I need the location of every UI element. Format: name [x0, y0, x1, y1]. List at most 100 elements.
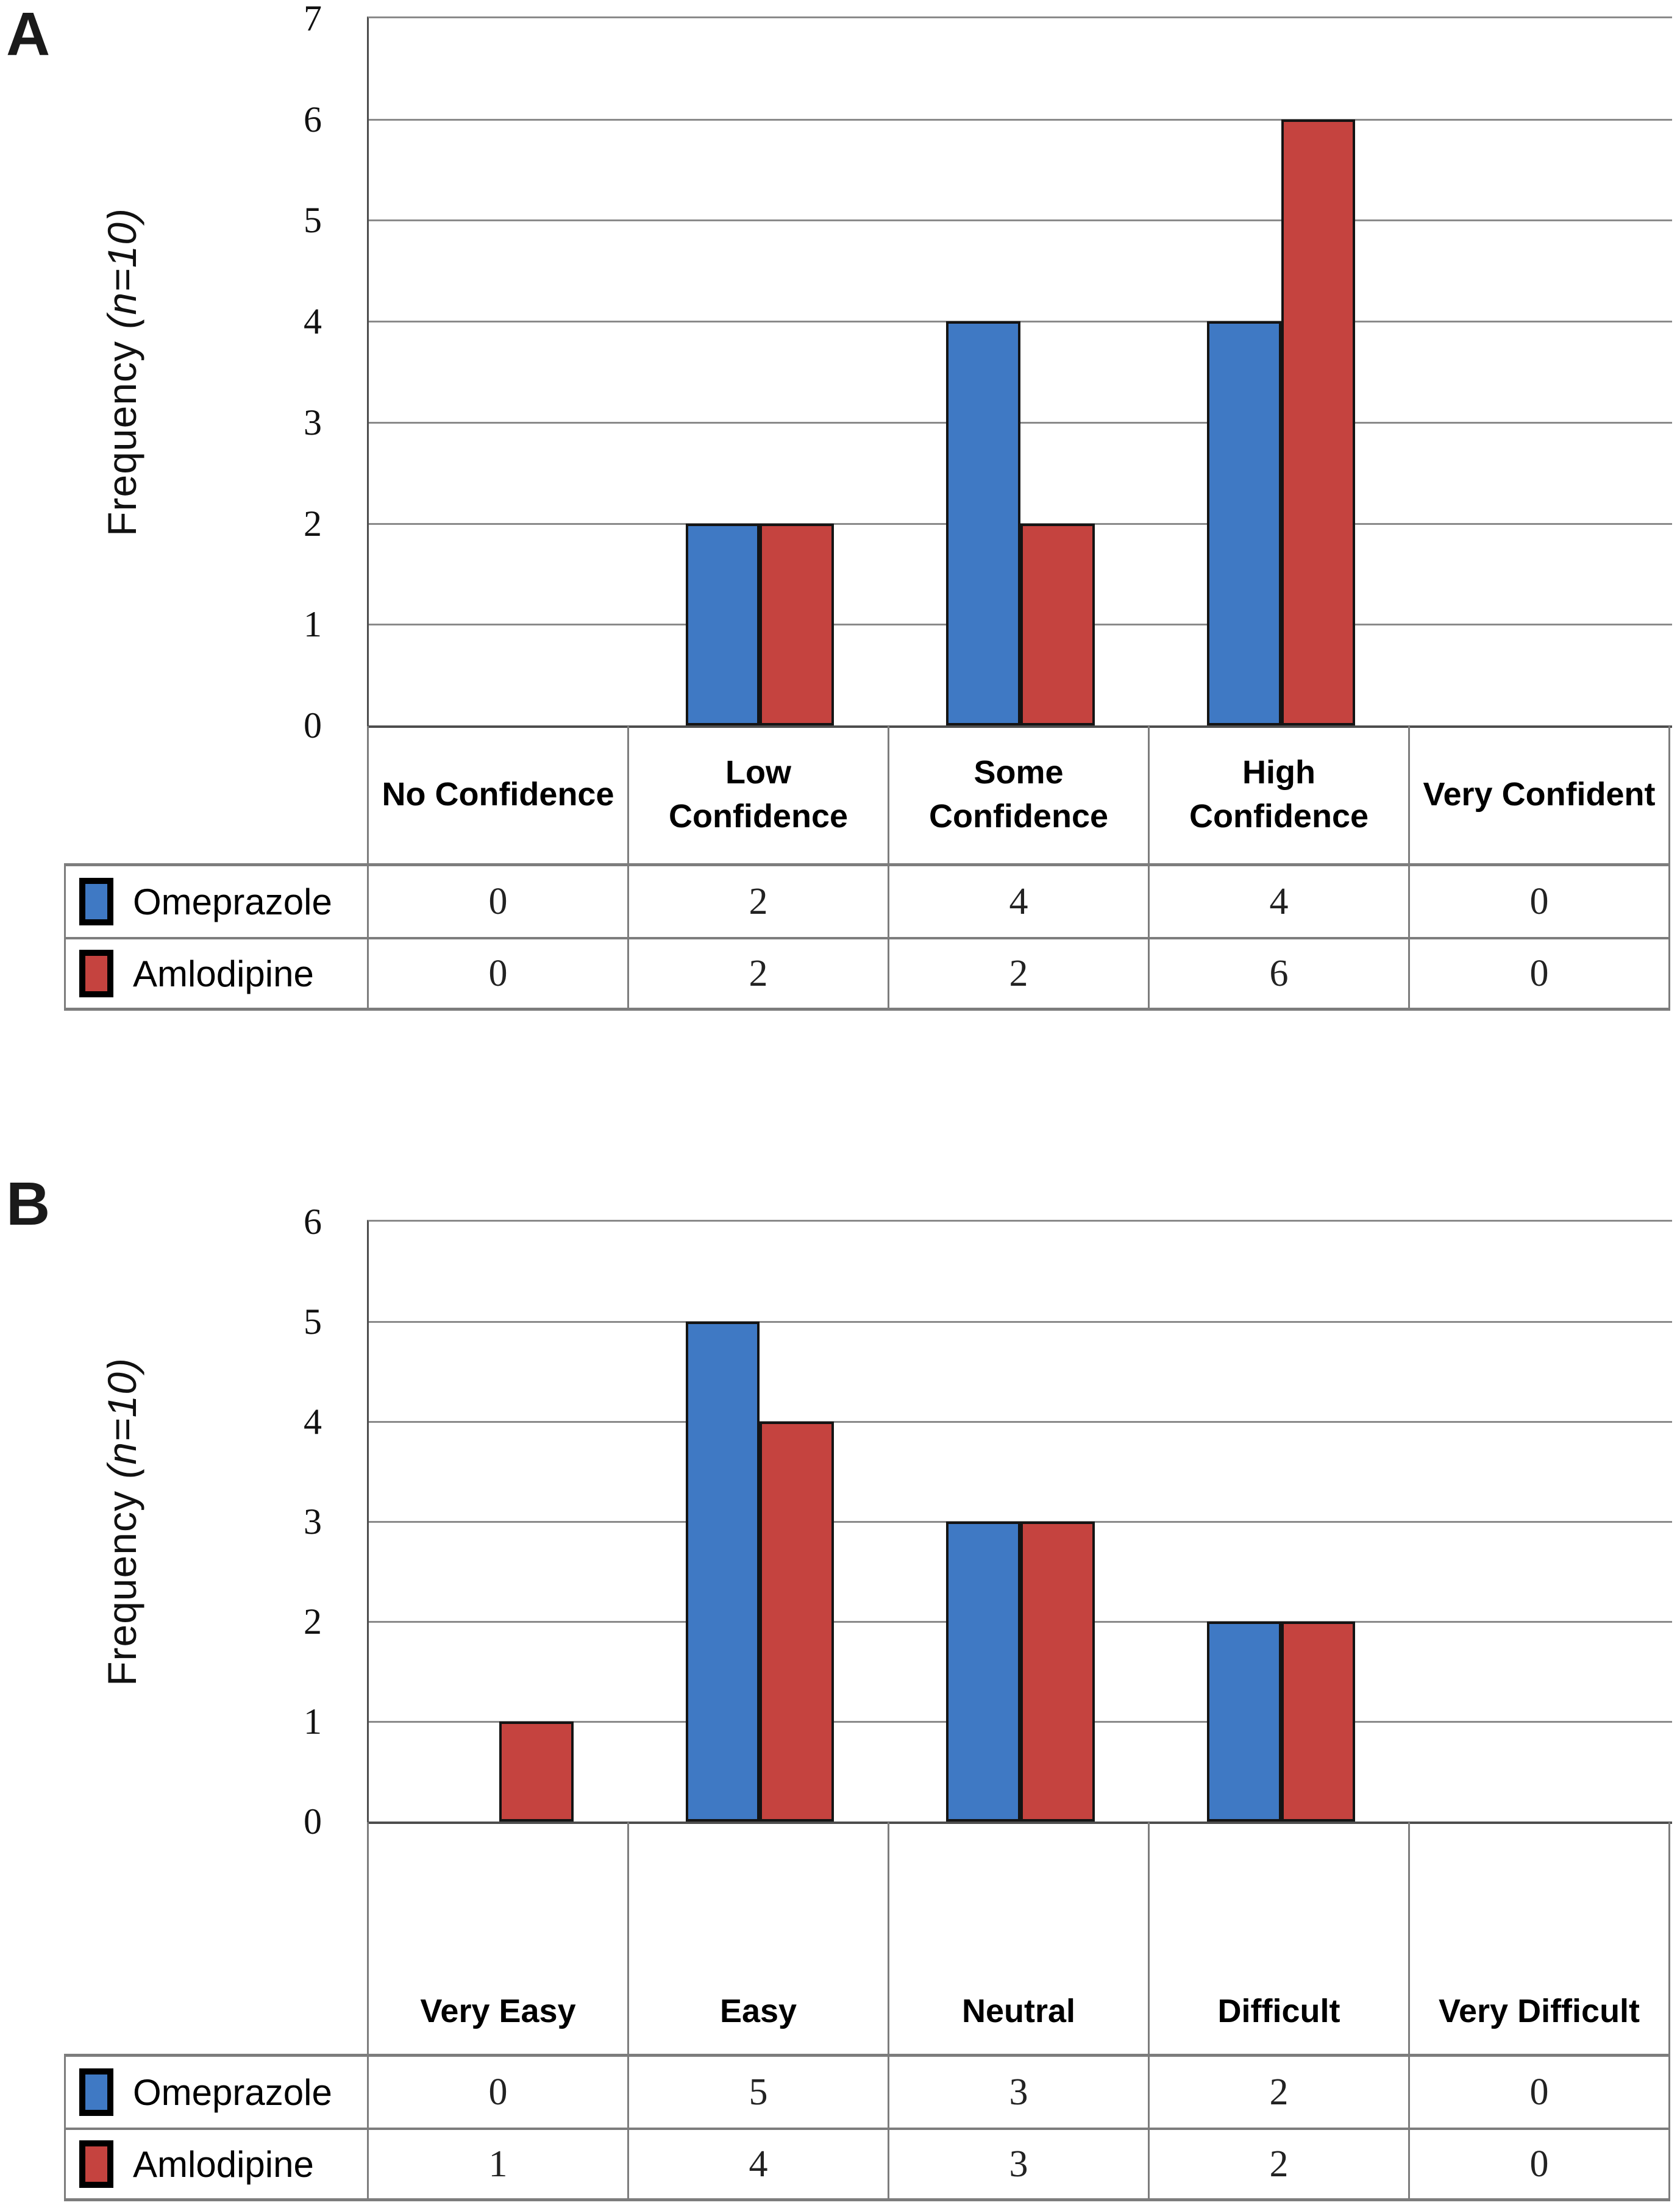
- value-omeprazole-difficult: 2: [1150, 2057, 1410, 2128]
- table-row-omeprazole: Omeprazole 0 5 3 2 0: [66, 2057, 1668, 2128]
- value-amlodipine-some-confidence: 2: [889, 939, 1150, 1008]
- y-tick-4: 4: [304, 1401, 322, 1442]
- category-cell-neutral: Neutral: [889, 1822, 1150, 2054]
- value-omeprazole-very-confident: 0: [1529, 880, 1549, 922]
- y-tick-4: 4: [304, 301, 322, 342]
- category-label: High Confidence: [1189, 754, 1369, 835]
- category-label: No Confidence: [382, 775, 614, 813]
- y-tick-1: 1: [304, 604, 322, 645]
- value-amlodipine-no-confidence: 0: [369, 939, 629, 1008]
- value-amlodipine-difficult: 2: [1150, 2130, 1410, 2198]
- y-axis-title: Frequency (n=10): [99, 1358, 145, 1686]
- value-omeprazole-easy: 5: [629, 2057, 889, 2128]
- y-tick-5: 5: [304, 1302, 322, 1342]
- category-cell-very-easy: Very Easy: [369, 1822, 629, 2054]
- gridline-5: [369, 219, 1672, 222]
- y-tick-3: 3: [304, 402, 322, 443]
- bar-amlodipine-very-easy: [499, 1722, 574, 1822]
- value-omeprazole-very-difficult: 0: [1529, 2071, 1549, 2113]
- legend-label-omeprazole: Omeprazole: [133, 881, 332, 922]
- value-omeprazole-high-confidence: 4: [1150, 866, 1410, 937]
- value-amlodipine-easy: 4: [629, 2130, 889, 2198]
- gridline-4: [369, 321, 1672, 323]
- plot-area-a: [367, 16, 1672, 728]
- category-label: Low Confidence: [668, 754, 849, 835]
- y-tick-5: 5: [304, 200, 322, 241]
- gridline-4: [369, 1421, 1672, 1423]
- value-omeprazole-some-confidence: 4: [889, 866, 1150, 937]
- y-axis-title-text: Frequency: [99, 1478, 144, 1686]
- bar-omeprazole-neutral: [946, 1522, 1020, 1822]
- category-cell-some-confidence: Some Confidence: [889, 726, 1150, 863]
- bar-amlodipine-difficult: [1281, 1622, 1356, 1822]
- category-cell-very-difficult: Very Difficult: [1410, 1822, 1668, 2054]
- legend-label-omeprazole: Omeprazole: [133, 2071, 332, 2113]
- legend-label-amlodipine: Amlodipine: [133, 953, 314, 994]
- bar-omeprazole-high-confidence: [1206, 321, 1281, 725]
- category-label: Easy: [719, 1992, 797, 2029]
- legend-cell-omeprazole: Omeprazole: [66, 866, 369, 937]
- panel-a-label: A: [6, 0, 51, 68]
- y-tick-0: 0: [304, 1801, 322, 1842]
- legend-swatch-amlodipine: [79, 950, 113, 997]
- value-omeprazole-no-confidence: 0: [369, 866, 629, 937]
- table-row-amlodipine: Amlodipine 0 2 2 6 0: [66, 937, 1668, 1008]
- category-cell-no-confidence: No Confidence: [369, 726, 629, 863]
- value-amlodipine-very-confident: 0: [1529, 952, 1549, 994]
- category-cell-low-confidence: Low Confidence: [629, 726, 889, 863]
- value-amlodipine-very-difficult: 0: [1529, 2143, 1549, 2185]
- legend-swatch-amlodipine: [79, 2140, 113, 2188]
- category-label: Very Difficult: [1438, 1992, 1640, 2029]
- bar-amlodipine-neutral: [1020, 1522, 1095, 1822]
- value-amlodipine-low-confidence: 2: [629, 939, 889, 1008]
- bar-omeprazole-some-confidence: [946, 321, 1020, 725]
- bar-omeprazole-difficult: [1206, 1622, 1281, 1822]
- legend-swatch-omeprazole: [79, 878, 113, 925]
- category-cell-difficult: Difficult: [1150, 1822, 1410, 2054]
- category-cell-easy: Easy: [629, 1822, 889, 2054]
- category-label: Some Confidence: [928, 754, 1109, 835]
- category-label: Neutral: [961, 1992, 1076, 2029]
- legend-cell-omeprazole: Omeprazole: [66, 2057, 369, 2128]
- y-tick-2: 2: [304, 1601, 322, 1642]
- gridline-5: [369, 1321, 1672, 1323]
- y-tick-6: 6: [304, 1202, 322, 1242]
- data-table-b: Omeprazole 0 5 3 2 0 Amlodipine 1 4 3 2 0: [64, 2054, 1670, 2201]
- value-amlodipine-very-easy: 1: [369, 2130, 629, 2198]
- bar-amlodipine-low-confidence: [760, 523, 835, 725]
- table-row-amlodipine: Amlodipine 1 4 3 2 0: [66, 2128, 1668, 2198]
- gridline-3: [369, 421, 1672, 424]
- table-row-omeprazole: Omeprazole 0 2 4 4 0: [66, 866, 1668, 937]
- bar-omeprazole-low-confidence: [685, 523, 760, 725]
- category-label: Very Confident: [1423, 775, 1656, 813]
- y-tick-0: 0: [304, 705, 322, 746]
- category-label: Very Easy: [420, 1992, 576, 2029]
- value-omeprazole-low-confidence: 2: [629, 866, 889, 937]
- bar-amlodipine-easy: [760, 1422, 835, 1822]
- category-cell-very-confident: Very Confident: [1410, 726, 1668, 863]
- legend-cell-amlodipine: Amlodipine: [66, 939, 369, 1008]
- y-tick-1: 1: [304, 1701, 322, 1742]
- y-tick-2: 2: [304, 503, 322, 544]
- legend-cell-amlodipine: Amlodipine: [66, 2130, 369, 2198]
- panel-b-label: B: [6, 1170, 51, 1238]
- category-cell-high-confidence: High Confidence: [1150, 726, 1410, 863]
- y-axis-title-italic-n: (n=10): [99, 1357, 144, 1479]
- y-tick-7: 7: [304, 0, 322, 38]
- y-tick-3: 3: [304, 1501, 322, 1542]
- value-omeprazole-very-easy: 0: [369, 2057, 629, 2128]
- gridline-6: [369, 118, 1672, 121]
- category-axis-row-a: No Confidence Low Confidence Some Confiden…: [367, 726, 1670, 863]
- bar-amlodipine-high-confidence: [1281, 119, 1356, 725]
- value-omeprazole-neutral: 3: [889, 2057, 1150, 2128]
- bar-omeprazole-easy: [685, 1322, 760, 1822]
- category-label: Difficult: [1217, 1992, 1340, 2029]
- y-tick-6: 6: [304, 99, 322, 140]
- value-amlodipine-neutral: 3: [889, 2130, 1150, 2198]
- data-table-a: Omeprazole 0 2 4 4 0 Amlodipine 0 2 2 6 0: [64, 863, 1670, 1011]
- value-amlodipine-high-confidence: 6: [1150, 939, 1410, 1008]
- legend-label-amlodipine: Amlodipine: [133, 2143, 314, 2185]
